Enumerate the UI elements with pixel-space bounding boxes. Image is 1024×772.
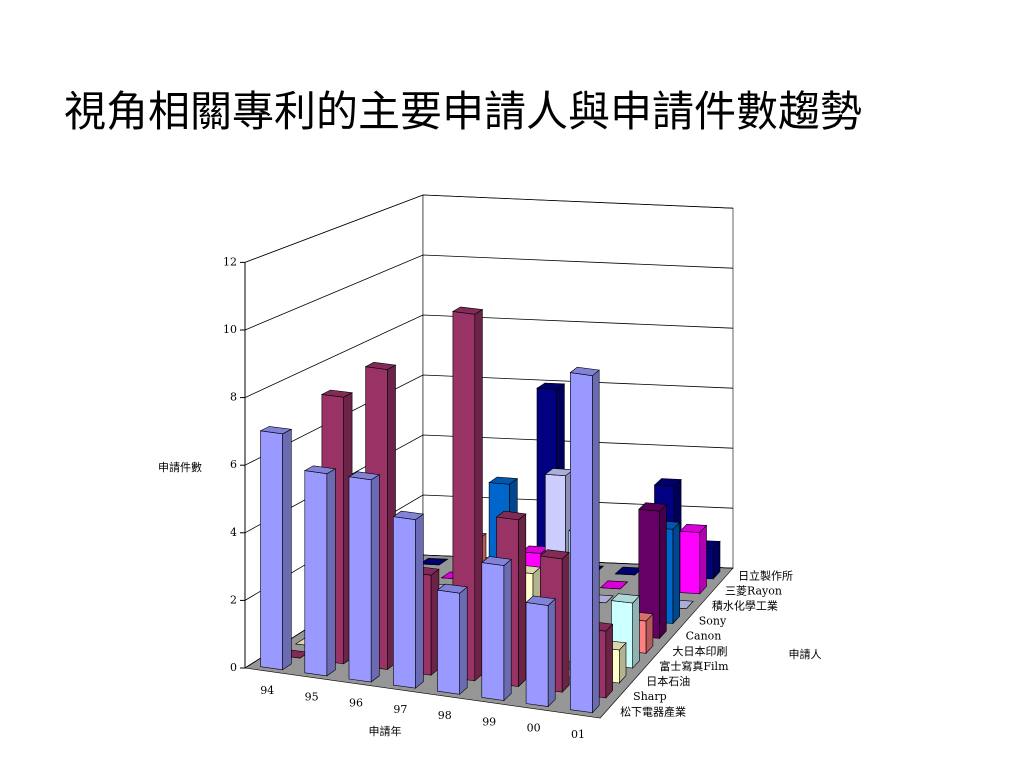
bar-front [348, 476, 372, 683]
bar-side [547, 598, 556, 708]
bar-top [679, 523, 708, 533]
bar [259, 426, 293, 671]
grid-line [244, 194, 734, 263]
bar-front [437, 589, 461, 695]
legend-label: Sharp [633, 690, 666, 703]
x-tick-label: 95 [305, 690, 319, 703]
bar-top [320, 389, 354, 398]
bar [418, 557, 449, 566]
bar-top [569, 366, 600, 377]
legend-label: 富士寫真Film [659, 659, 729, 673]
bar-top [539, 549, 570, 560]
bar-side [459, 586, 468, 695]
legend-label: Sony [699, 615, 727, 628]
bar-side [605, 623, 613, 699]
y-tick-label: 12 [223, 255, 237, 268]
bar [525, 595, 556, 708]
bar-side [592, 369, 600, 714]
bar-side [503, 558, 512, 702]
bar [348, 471, 381, 683]
bar [638, 502, 667, 640]
grid-line [244, 254, 734, 331]
x-tick-label: 96 [349, 697, 363, 710]
bar-top [303, 465, 337, 475]
bar [679, 523, 708, 595]
bar-side [659, 503, 667, 640]
y-axis-title: 申請件數 [158, 460, 202, 474]
legend-label: 日本石油 [646, 674, 690, 688]
bar-top [488, 476, 519, 485]
bar-side [474, 309, 483, 682]
bar-front [260, 430, 283, 671]
x-tick-label: 99 [482, 715, 496, 728]
grid-line [244, 314, 734, 398]
bar-front [392, 516, 416, 689]
grid-line [244, 374, 734, 466]
y-tick-label: 10 [223, 323, 237, 336]
bar [436, 583, 468, 695]
bar [303, 465, 337, 677]
bar-front [679, 530, 701, 595]
y-tick-label: 6 [230, 458, 237, 471]
x-axis-title: 申請年 [369, 724, 402, 738]
legend-label: 三菱Rayon [725, 584, 782, 597]
bar-side [415, 513, 424, 689]
bar-top [451, 306, 484, 315]
bar [569, 366, 600, 714]
bar-side [672, 521, 681, 625]
chart-title: 視角相關專利的主要申請人與申請件數趨勢 [64, 87, 862, 136]
x-tick-label: 94 [260, 684, 274, 697]
bar-top [495, 510, 527, 521]
z-axis-title: 申請人 [789, 647, 822, 661]
legend-label: Canon [686, 630, 722, 643]
grid-line [244, 494, 734, 601]
x-tick-label: 97 [393, 703, 407, 716]
bar [392, 510, 425, 689]
legend-label: 日立製作所 [738, 568, 793, 582]
bar-side [561, 551, 570, 693]
y-tick-label: 2 [230, 593, 237, 606]
bar-top [392, 510, 425, 521]
legend-label: 松下電器產業 [620, 704, 686, 718]
bar-top [436, 583, 468, 594]
bar [599, 580, 629, 590]
bar-side [326, 468, 336, 677]
bar-side [282, 428, 292, 671]
bar-side [699, 524, 707, 595]
bar-side [370, 474, 380, 683]
grid-line [244, 434, 734, 534]
bar-front [525, 602, 549, 707]
bar-top [348, 471, 381, 481]
bar-top [481, 556, 512, 566]
bar-top [638, 502, 667, 512]
legend-label: 積水化學工業 [712, 598, 778, 612]
x-tick-label: 00 [527, 722, 541, 735]
bar-top [536, 382, 566, 390]
bar-top [653, 478, 682, 487]
x-tick-label: 01 [571, 728, 585, 741]
y-tick-label: 8 [230, 391, 237, 404]
bar-front [569, 372, 593, 714]
legend-label: 大日本印刷 [673, 644, 728, 658]
bar-top [418, 557, 449, 566]
bar-front [481, 562, 505, 701]
y-tick-label: 0 [230, 661, 237, 674]
bar-top [364, 361, 397, 370]
y-tick-label: 4 [230, 526, 237, 539]
x-tick-label: 98 [438, 709, 452, 722]
bar [481, 556, 512, 702]
bar-top [259, 426, 293, 435]
bar-top [525, 595, 556, 606]
bar-top [599, 580, 629, 590]
bar-top [610, 593, 641, 604]
bar-side [518, 513, 527, 688]
bar-front [304, 470, 328, 677]
bar-side [632, 595, 640, 669]
